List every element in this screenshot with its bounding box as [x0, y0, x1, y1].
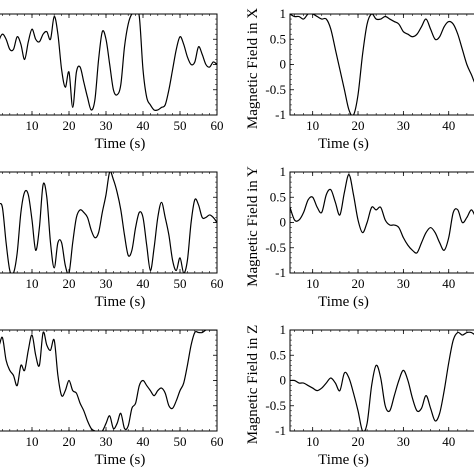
axes-frame — [0, 13, 218, 116]
y-tick-label: -1 — [275, 107, 286, 122]
y-tick-label: 1 — [280, 164, 287, 179]
x-tick-label: 40 — [137, 118, 150, 133]
x-axis-label: Time (s) — [95, 136, 146, 152]
y-axis-label: Magnetic Field in Y — [245, 166, 261, 287]
panel-left-bottom: 10 20 30 40 50 60 Time (s) — [0, 329, 224, 468]
x-axis-label: Time (s) — [318, 136, 369, 152]
x-tick-label: 30 — [397, 434, 410, 449]
x-tick-label: 30 — [100, 276, 113, 291]
y-tick-label: 0 — [280, 57, 287, 72]
y-tick-label: 0 — [280, 215, 287, 230]
x-tick-label: 40 — [442, 276, 455, 291]
x-tick-label: 20 — [63, 276, 76, 291]
x-tick-label: 60 — [211, 118, 224, 133]
x-tick-label: 20 — [63, 434, 76, 449]
panel-left-middle: 10 20 30 40 50 60 Time (s) — [0, 171, 224, 310]
x-tick-label: 10 — [306, 118, 319, 133]
axes-frame — [0, 329, 218, 432]
axes-frame — [289, 329, 474, 432]
series-line — [0, 14, 217, 112]
x-axis-label: Time (s) — [95, 452, 146, 468]
x-axis-label: Time (s) — [95, 294, 146, 310]
axes-frame — [289, 13, 474, 116]
x-tick-label: 30 — [397, 276, 410, 291]
axes-frame — [0, 171, 218, 274]
x-axis-label: Time (s) — [318, 294, 369, 310]
y-axis-label: Magnetic Field in Z — [245, 325, 261, 445]
panel-x-field: 10 20 30 40 1 0.5 0 -0.5 -1 Time (s) Magnetic Fiel… — [245, 6, 474, 152]
y-tick-label: 1 — [280, 322, 287, 337]
series-line — [0, 330, 217, 431]
x-tick-label: 20 — [352, 118, 365, 133]
y-tick-label: 0.5 — [270, 347, 286, 362]
y-tick-label: -0.5 — [265, 240, 286, 255]
panel-y-field: 10 20 30 40 1 0.5 0 -0.5 -1 Time (s) Magnetic Fiel… — [245, 164, 474, 310]
panel-z-field: 10 20 30 40 1 0.5 0 -0.5 -1 Time (s) Magnetic Fiel… — [245, 322, 474, 468]
panel-left-top: 10 20 30 40 50 60 Time (s) — [0, 13, 224, 152]
y-tick-label: -0.5 — [265, 398, 286, 413]
y-tick-label: 1 — [280, 6, 287, 21]
series-line — [290, 173, 474, 254]
series-line — [290, 331, 474, 431]
y-tick-label: -1 — [275, 265, 286, 280]
x-tick-label: 20 — [352, 276, 365, 291]
x-tick-label: 50 — [174, 434, 187, 449]
x-tick-label: 60 — [211, 434, 224, 449]
x-tick-label: 50 — [174, 118, 187, 133]
y-tick-label: 0 — [280, 373, 287, 388]
x-tick-label: 20 — [63, 118, 76, 133]
x-tick-label: 10 — [26, 434, 39, 449]
x-tick-label: 40 — [137, 276, 150, 291]
x-tick-label: 30 — [100, 434, 113, 449]
y-tick-label: -0.5 — [265, 82, 286, 97]
x-tick-label: 40 — [137, 434, 150, 449]
series-line — [0, 172, 217, 273]
x-tick-label: 40 — [442, 434, 455, 449]
x-tick-label: 20 — [352, 434, 365, 449]
x-tick-label: 40 — [442, 118, 455, 133]
x-tick-label: 50 — [174, 276, 187, 291]
y-tick-label: 0.5 — [270, 31, 286, 46]
y-tick-label: -1 — [275, 423, 286, 438]
x-tick-label: 10 — [306, 434, 319, 449]
x-tick-label: 30 — [100, 118, 113, 133]
y-axis-label: Magnetic Field in X — [245, 8, 261, 129]
axes-frame — [289, 171, 474, 274]
x-tick-label: 60 — [211, 276, 224, 291]
x-tick-label: 10 — [26, 276, 39, 291]
y-tick-label: 0.5 — [270, 189, 286, 204]
x-tick-label: 10 — [306, 276, 319, 291]
x-tick-label: 30 — [397, 118, 410, 133]
series-line — [290, 14, 474, 115]
x-tick-label: 10 — [26, 118, 39, 133]
x-axis-label: Time (s) — [318, 452, 369, 468]
